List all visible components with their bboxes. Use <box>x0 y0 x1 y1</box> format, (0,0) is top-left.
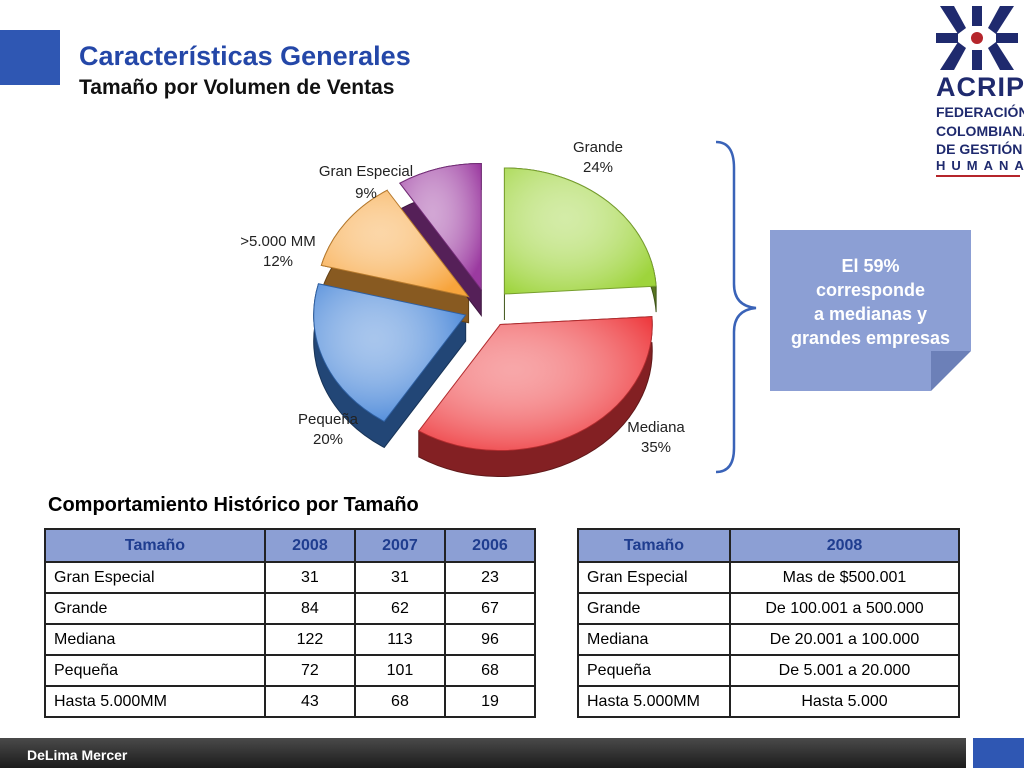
table-cell: Grande <box>44 592 266 625</box>
pie-slice-value: 9% <box>355 185 377 202</box>
table-row: Hasta 5.000MM 43 68 19 <box>44 685 537 718</box>
table-row: Mediana 122 113 96 <box>44 623 537 656</box>
acrip-logo-mark <box>936 6 1018 70</box>
table-cell: 101 <box>353 654 446 687</box>
pie-slice-highlight <box>399 163 482 292</box>
table-cell: Gran Especial <box>577 561 731 594</box>
table-cell: Hasta 5.000 <box>729 685 960 718</box>
table-cell: 68 <box>443 654 537 687</box>
footer-bar: DeLima Mercer <box>0 738 966 768</box>
pie-slice-label: Mediana <box>627 419 685 436</box>
callout-line-3: a medianas y <box>813 304 928 324</box>
table-cell: Pequeña <box>577 654 731 687</box>
callout-line-4: grandes empresas <box>790 328 951 348</box>
history-heading: Comportamiento Histórico por Tamaño <box>48 494 419 516</box>
history-col-size: Tamaño <box>44 528 266 563</box>
table-cell: 113 <box>353 623 446 656</box>
table-cell: 31 <box>353 561 446 594</box>
table-cell: 31 <box>263 561 356 594</box>
table-cell: 67 <box>443 592 537 625</box>
curly-brace <box>715 140 757 474</box>
pie-slice-highlight <box>313 283 467 423</box>
table-cell: Hasta 5.000MM <box>577 685 731 718</box>
logo-rule <box>936 175 1020 177</box>
page-title: Características Generales <box>79 41 411 71</box>
folded-corner-icon <box>931 351 971 391</box>
pie-chart: Grande 24% Mediana 35% Pequeña 20% >5.000 MM 12… <box>240 139 685 477</box>
logo-center-dot <box>971 32 983 44</box>
table-cell: Mas de $500.001 <box>729 561 960 594</box>
table-cell: 122 <box>263 623 356 656</box>
pie-slice-highlight <box>320 189 470 298</box>
history-table-header: Tamaño 2008 2007 2006 <box>44 528 537 563</box>
pie-slice-value: 12% <box>263 253 293 270</box>
table-cell: De 100.001 a 500.000 <box>729 592 960 625</box>
table-row: Pequeña 72 101 68 <box>44 654 537 687</box>
table-cell: De 20.001 a 100.000 <box>729 623 960 656</box>
table-cell: 68 <box>353 685 446 718</box>
table-cell: 19 <box>443 685 537 718</box>
table-row: Hasta 5.000MM Hasta 5.000 <box>577 685 960 718</box>
footer-accent-square <box>973 738 1024 768</box>
table-cell: Pequeña <box>44 654 266 687</box>
pie-slice-highlight <box>418 316 653 451</box>
pie-slice-highlight <box>503 167 657 295</box>
table-cell: Gran Especial <box>44 561 266 594</box>
table-cell: 72 <box>263 654 356 687</box>
pie-slice-label: >5.000 MM <box>240 233 315 250</box>
pie-slice-value: 35% <box>641 439 671 456</box>
table-cell: Grande <box>577 592 731 625</box>
history-col-2007: 2007 <box>353 528 446 563</box>
logo-line-4: HUMANA <box>936 158 1024 173</box>
callout-line-2: corresponde <box>815 280 926 300</box>
table-cell: Mediana <box>577 623 731 656</box>
table-cell: 84 <box>263 592 356 625</box>
pie-slice-value: 24% <box>583 159 613 176</box>
history-table: Tamaño 2008 2007 2006 Gran Especial 31 3… <box>44 528 537 718</box>
history-col-2006: 2006 <box>443 528 537 563</box>
table-cell: 43 <box>263 685 356 718</box>
ranges-col-2008: 2008 <box>729 528 960 563</box>
table-row: Mediana De 20.001 a 100.000 <box>577 623 960 656</box>
logo-line-2: COLOMBIANA <box>936 123 1024 139</box>
table-row: Gran Especial 31 31 23 <box>44 561 537 594</box>
insight-callout: El 59% corresponde a medianas y grandes … <box>770 230 971 391</box>
table-row: Gran Especial Mas de $500.001 <box>577 561 960 594</box>
pie-slice-label: Gran Especial <box>319 163 413 180</box>
table-cell: 62 <box>353 592 446 625</box>
size-ranges-table: Tamaño 2008 Gran Especial Mas de $500.00… <box>577 528 960 718</box>
pie-slice-label: Grande <box>573 139 623 156</box>
table-row: Grande De 100.001 a 500.000 <box>577 592 960 625</box>
pie-slice-label: Pequeña <box>298 411 359 428</box>
logo-star-icon <box>936 6 1018 70</box>
table-row: Pequeña De 5.001 a 20.000 <box>577 654 960 687</box>
history-col-2008: 2008 <box>263 528 356 563</box>
table-cell: De 5.001 a 20.000 <box>729 654 960 687</box>
table-cell: Mediana <box>44 623 266 656</box>
ranges-col-size: Tamaño <box>577 528 731 563</box>
logo-line-1: FEDERACIÓN <box>936 104 1024 120</box>
logo-line-3: DE GESTIÓN <box>936 141 1023 157</box>
page-subtitle: Tamaño por Volumen de Ventas <box>79 76 395 99</box>
table-cell: Hasta 5.000MM <box>44 685 266 718</box>
logo-wordmark: ACRIP <box>936 72 1024 102</box>
table-cell: 23 <box>443 561 537 594</box>
callout-line-1: El 59% <box>841 256 900 276</box>
footer-brand: DeLima Mercer <box>27 747 128 763</box>
corner-accent-square <box>0 30 60 85</box>
ranges-table-header: Tamaño 2008 <box>577 528 960 563</box>
table-row: Grande 84 62 67 <box>44 592 537 625</box>
pie-slice-value: 20% <box>313 431 343 448</box>
table-cell: 96 <box>443 623 537 656</box>
